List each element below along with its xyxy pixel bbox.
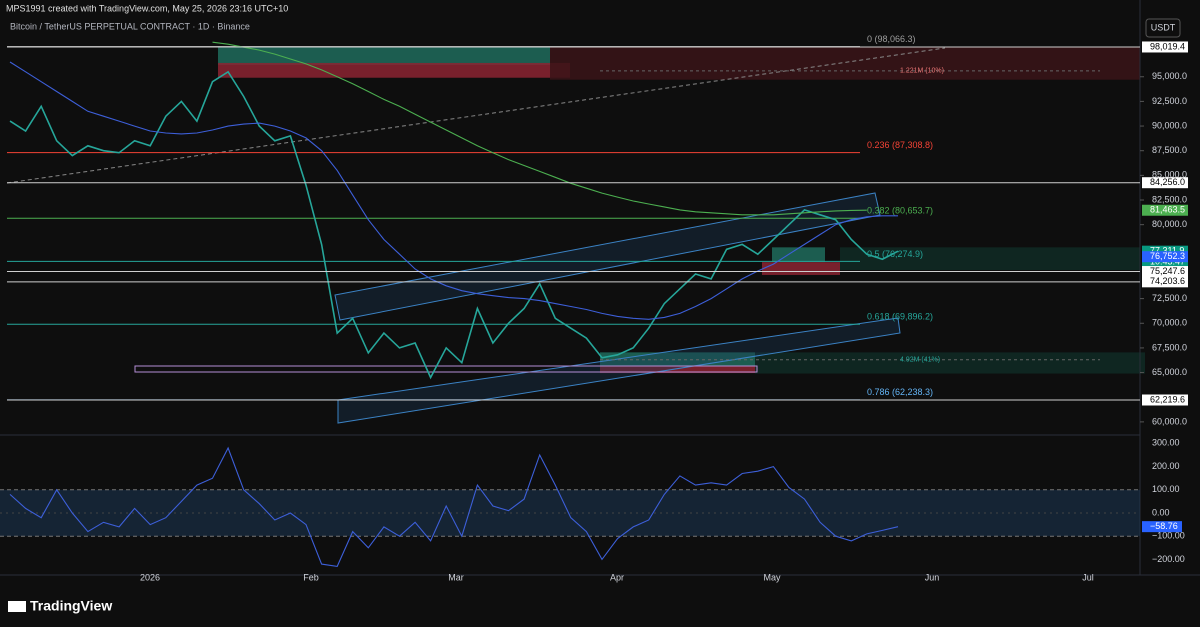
price-tag-label: 77,311.9 [1150,246,1184,256]
zone [600,365,757,374]
x-tick-label: Jul [1082,572,1094,582]
zone [772,247,825,263]
y2-tag-label: −58.76 [1150,521,1178,531]
price-tag-label: 84,256.0 [1150,177,1185,187]
price-tag-label: 74,203.6 [1150,276,1185,286]
credit: MPS1991 created with TradingView.com, Ma… [6,3,288,13]
price-tag-label: 75,247.6 [1150,266,1185,276]
fib-label: 0.236 (87,308.8) [867,140,933,150]
fib-label: 0.382 (80,653.7) [867,206,933,216]
series-line [212,41,867,216]
price-tag [1142,177,1188,189]
price-tag [1142,204,1188,216]
price-tag [1142,394,1188,406]
y-tick-label: 60,000.0 [1152,416,1187,426]
price-tag [1142,251,1188,263]
y-tick-label: 95,000.0 [1152,71,1187,81]
trend-line [6,47,946,184]
price-tag [1142,276,1188,288]
y2-tag [1142,521,1182,533]
y-tick-label: 87,500.0 [1152,145,1187,155]
zone [840,247,1140,271]
series-line [9,70,899,380]
x-tick-label: Apr [610,572,624,582]
fib-label: 0 (98,066.3) [867,34,916,44]
x-tick-label: Feb [303,572,319,582]
fib-label: 0.618 (69,896.2) [867,312,933,322]
currency: USDT [1151,22,1176,32]
y-tick-label: 65,000.0 [1152,367,1187,377]
channel [6,47,946,424]
zones [218,46,1145,374]
y-tick-label: 90,000.0 [1152,120,1187,130]
x-tick-label: May [763,572,781,582]
logo-icon [8,601,26,612]
y2-tick-label: 0.00 [1152,507,1170,517]
annotation: 1.221M (10%) [900,68,944,75]
y2-tick-label: −200.00 [1152,554,1185,564]
y2-tick-label: 300.00 [1152,438,1180,448]
price-tag-label: 81,463.5 [1150,205,1185,215]
price-tag-label: 76,752.3 [1150,251,1185,261]
x-tick-label: Mar [448,572,464,582]
zone [218,62,570,78]
y-tick-label: 67,500.0 [1152,342,1187,352]
price-tag-label: 98,019.4 [1150,41,1185,51]
symbol: Bitcoin / TetherUS PERPETUAL CONTRACT · … [10,21,250,31]
price-tag [1142,41,1188,53]
upper-channel [334,192,881,321]
oscillator-line [9,446,899,568]
y-tick-label: 82,500.0 [1152,194,1187,204]
price-tag [1142,266,1188,278]
fib-label: 0.786 (62,238.3) [867,387,933,397]
logo: TradingView [30,598,112,614]
price-tag-label: 62,219.6 [1150,394,1185,404]
y-tick-label: 85,000.0 [1152,170,1187,180]
currency-box [1145,18,1181,38]
fib-label: 0.5 (76,274.9) [867,249,923,259]
y-tick-label: 92,500.0 [1152,96,1187,106]
annotation: 4.92M (41%) [900,357,940,364]
zone [550,46,1140,80]
series-line [9,61,898,320]
y2-tick-label: 200.00 [1152,461,1180,471]
zone [218,46,550,65]
y-tick-label: 72,500.0 [1152,293,1187,303]
range-box [134,365,758,373]
y2-tick-label: −100.00 [1152,531,1185,541]
x-tick-label: 2026 [140,572,160,582]
lower-channel [337,317,901,424]
zone [755,352,1145,374]
x-tick-label: Jun [925,572,940,582]
y2-tick-label: 100.00 [1152,484,1180,494]
y-tick-label: 80,000.0 [1152,219,1187,229]
y-tick-label: 70,000.0 [1152,318,1187,328]
